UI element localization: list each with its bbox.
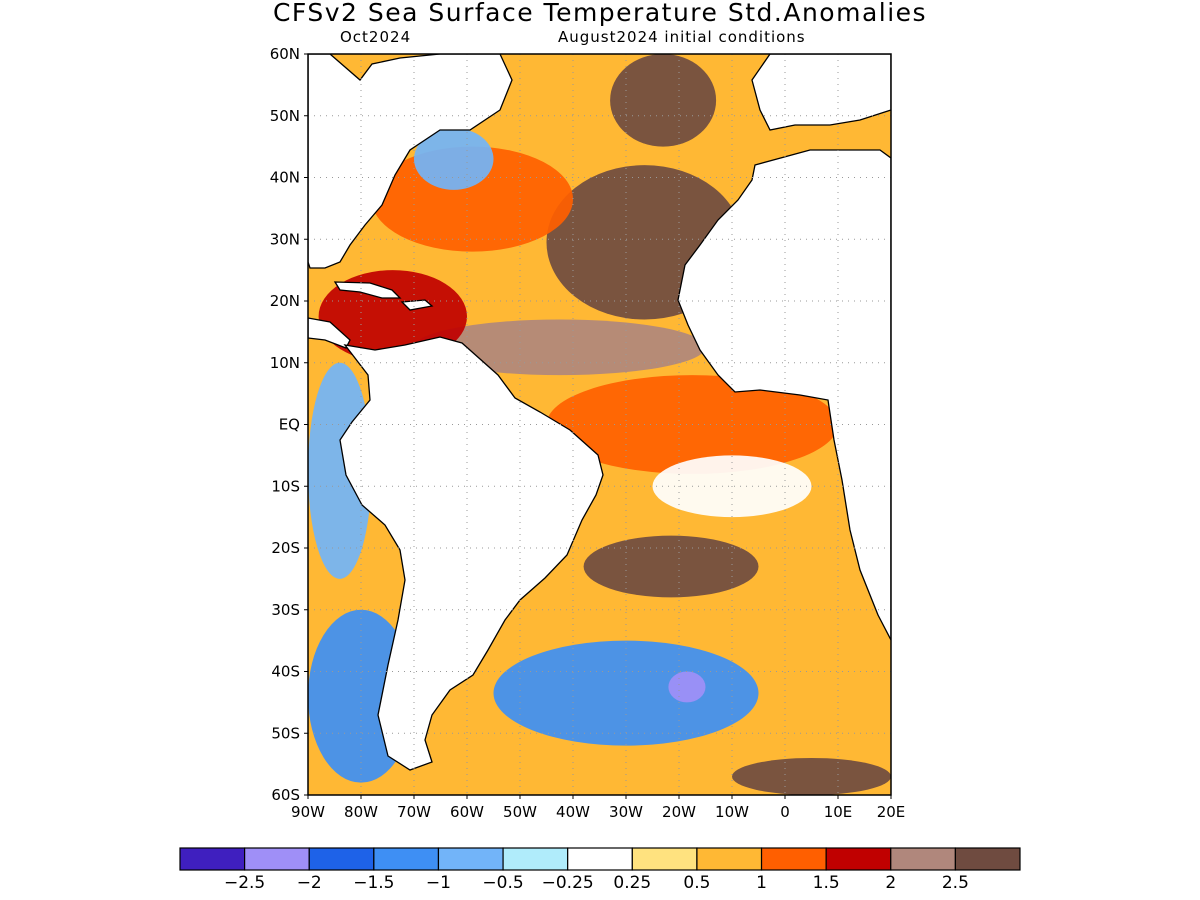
tropical-north-warm-band bbox=[414, 319, 706, 376]
colorbar-swatch bbox=[696, 847, 763, 871]
southern-ocean-warm bbox=[732, 757, 891, 795]
colorbar-swatch bbox=[179, 847, 246, 871]
lat-tick-label: 30S bbox=[271, 601, 300, 619]
hispaniola-island bbox=[400, 299, 434, 311]
colorbar-label: −1.5 bbox=[353, 873, 394, 893]
lon-tick-label: 20W bbox=[662, 803, 696, 821]
colorbar-label: −2 bbox=[297, 873, 322, 893]
lat-tick-label: 10N bbox=[270, 354, 300, 372]
colorbar-label: −0.5 bbox=[482, 873, 523, 893]
lat-tick-label: 60N bbox=[270, 45, 300, 63]
lon-tick-label: 90W bbox=[291, 803, 325, 821]
colorbar-label: 0.5 bbox=[683, 873, 710, 893]
lat-tick-label: 50N bbox=[270, 107, 300, 125]
africa-land bbox=[677, 149, 891, 641]
colorbar-label: 0.25 bbox=[613, 873, 651, 893]
colorbar-swatch bbox=[437, 847, 504, 871]
colorbar-swatch bbox=[502, 847, 569, 871]
south-subtropical-warm bbox=[583, 535, 759, 598]
lat-tick-label: 30N bbox=[270, 230, 300, 248]
labrador-cool bbox=[414, 128, 494, 190]
colorbar-label: 1.5 bbox=[813, 873, 840, 893]
europe-land bbox=[751, 54, 891, 131]
colorbar-swatch bbox=[760, 847, 827, 871]
anomaly-field bbox=[308, 54, 891, 795]
colorbar-swatch bbox=[631, 847, 698, 871]
lon-tick-label: 40W bbox=[556, 803, 590, 821]
initial-conditions: August2024 initial conditions bbox=[558, 28, 806, 46]
south-atlantic-cold-core bbox=[668, 671, 706, 703]
south-america-land bbox=[339, 336, 604, 771]
colorbar-label: −0.25 bbox=[542, 873, 594, 893]
colorbar-swatch bbox=[567, 847, 633, 871]
lat-tick-label: 10S bbox=[271, 477, 300, 495]
colorbar-swatch bbox=[373, 847, 440, 871]
colorbar-label: −1 bbox=[426, 873, 451, 893]
cuba-island bbox=[333, 281, 402, 299]
lat-tick-label: 20S bbox=[271, 539, 300, 557]
lon-tick-label: 50W bbox=[503, 803, 537, 821]
colorbar-swatch bbox=[308, 847, 375, 871]
colorbar-label: 2 bbox=[885, 873, 896, 893]
central-america-land bbox=[308, 317, 351, 349]
lat-tick-label: 40N bbox=[270, 169, 300, 187]
lon-tick-label: 30W bbox=[609, 803, 643, 821]
south-atlantic-cool bbox=[493, 640, 759, 746]
lat-tick-label: 50S bbox=[271, 724, 300, 742]
land-masses bbox=[308, 54, 891, 771]
colorbar-label: −2.5 bbox=[224, 873, 265, 893]
colorbar-swatch bbox=[954, 847, 1021, 871]
colorbar-swatch bbox=[825, 847, 892, 871]
forecast-month: Oct2024 bbox=[340, 28, 412, 46]
lat-tick-label: 40S bbox=[271, 663, 300, 681]
chart-title: CFSv2 Sea Surface Temperature Std.Anomal… bbox=[272, 0, 928, 27]
lon-tick-label: 70W bbox=[397, 803, 431, 821]
colorbar-swatch bbox=[890, 847, 956, 871]
colorbar: −2.5 −2 −1.5 −1 −0.5 −0.25 0.25 0.5 1 1.5 2 2.5 bbox=[179, 847, 1021, 893]
colorbar-label: 1 bbox=[756, 873, 767, 893]
lat-tick-label: 20N bbox=[270, 292, 300, 310]
colorbar-swatch bbox=[244, 847, 310, 871]
lon-tick-label: 20E bbox=[877, 803, 906, 821]
north-atlantic-warm-north bbox=[610, 54, 717, 147]
lon-tick-label: 10W bbox=[715, 803, 749, 821]
lon-tick-label: 10E bbox=[824, 803, 853, 821]
colorbar-label: 2.5 bbox=[942, 873, 969, 893]
lon-tick-label: 80W bbox=[344, 803, 378, 821]
lon-tick-label: 60W bbox=[450, 803, 484, 821]
axis-ticks: 60N 50N 40N 30N 20N 10N EQ 10S 20S 30S 40S 50S 60S90… bbox=[270, 45, 906, 821]
north-america-land bbox=[308, 54, 513, 269]
lat-tick-label: 60S bbox=[271, 786, 300, 804]
lon-tick-label: 0 bbox=[780, 803, 790, 821]
lat-tick-label: EQ bbox=[279, 416, 300, 434]
